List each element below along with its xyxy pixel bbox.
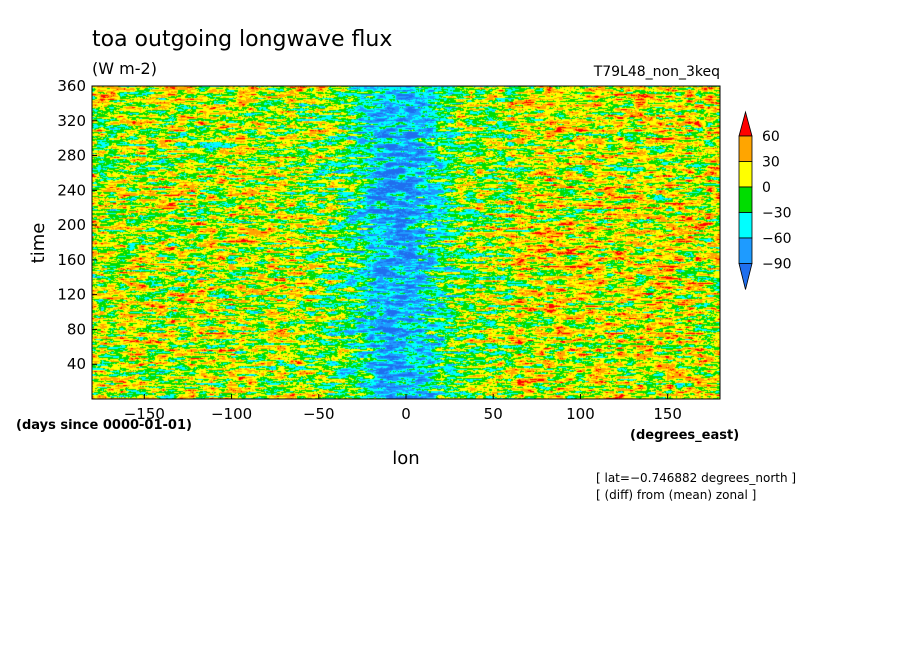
y-tick-label: 200 xyxy=(57,216,86,234)
note-latitude: [ lat=−0.746882 degrees_north ] xyxy=(596,471,796,485)
y-axis-units: (days since 0000-01-01) xyxy=(16,418,192,433)
x-tick-label: −50 xyxy=(303,405,335,423)
x-tick-label: 150 xyxy=(653,405,682,423)
y-tick-label: 120 xyxy=(57,286,86,304)
colorbar-label: 60 xyxy=(762,129,780,145)
x-tick-label: 0 xyxy=(401,405,411,423)
colorbar-segment xyxy=(738,161,753,188)
colorbar-label: 30 xyxy=(762,155,780,171)
colorbar-extend-low xyxy=(738,263,753,290)
chart-units: (W m-2) xyxy=(92,59,157,78)
y-axis-ticks: 40 80 120 160 200 240 280 320 360 xyxy=(57,77,97,373)
colorbar: −90 −60 −30 0 30 60 xyxy=(738,110,792,290)
plot-area xyxy=(91,85,721,400)
y-tick-label: 320 xyxy=(57,112,86,130)
heatmap-field xyxy=(92,86,720,399)
colorbar-segment xyxy=(738,237,753,264)
y-tick-label: 360 xyxy=(57,77,86,95)
colorbar-segment xyxy=(738,186,753,213)
y-tick-label: 280 xyxy=(57,147,86,165)
x-tick-label: 50 xyxy=(484,405,503,423)
colorbar-extend-high xyxy=(738,110,753,137)
chart-title: toa outgoing longwave flux xyxy=(92,27,392,52)
colorbar-segment xyxy=(738,212,753,239)
run-label: T79L48_non_3keq xyxy=(593,64,720,80)
y-tick-label: 80 xyxy=(67,320,86,338)
colorbar-label: −30 xyxy=(762,206,792,222)
x-tick-label: −150 xyxy=(124,405,165,423)
x-axis-ticks: −150 −100 −50 0 50 100 150 xyxy=(124,394,682,423)
x-tick-label: −100 xyxy=(211,405,252,423)
y-tick-label: 160 xyxy=(57,251,86,269)
colorbar-label: −60 xyxy=(762,231,792,247)
x-axis-label: lon xyxy=(392,448,419,469)
colorbar-label: −90 xyxy=(762,257,792,273)
colorbar-label: 0 xyxy=(762,180,771,196)
y-tick-label: 240 xyxy=(57,181,86,199)
x-axis-units: (degrees_east) xyxy=(630,428,739,443)
x-tick-label: 100 xyxy=(566,405,595,423)
y-tick-label: 40 xyxy=(67,355,86,373)
note-diff: [ (diff) from (mean) zonal ] xyxy=(596,488,756,502)
y-axis-label: time xyxy=(28,223,49,264)
colorbar-segment xyxy=(738,135,753,162)
